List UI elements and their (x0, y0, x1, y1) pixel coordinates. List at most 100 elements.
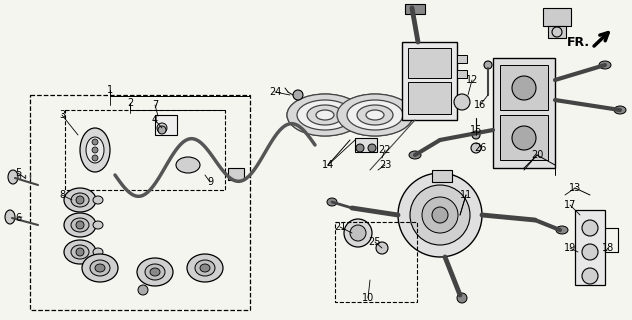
Ellipse shape (287, 94, 363, 136)
Text: 3: 3 (59, 110, 65, 120)
Ellipse shape (8, 170, 18, 184)
Ellipse shape (337, 94, 413, 136)
Text: 7: 7 (152, 100, 158, 110)
Ellipse shape (599, 61, 611, 69)
Text: 5: 5 (15, 168, 21, 178)
Text: 6: 6 (15, 213, 21, 223)
Ellipse shape (409, 151, 421, 159)
Text: 26: 26 (474, 143, 486, 153)
Bar (335, 222, 417, 302)
Ellipse shape (93, 248, 103, 256)
Ellipse shape (76, 221, 84, 229)
Ellipse shape (92, 139, 98, 145)
Text: 20: 20 (531, 150, 543, 160)
Ellipse shape (327, 198, 337, 206)
Ellipse shape (71, 193, 89, 207)
Ellipse shape (95, 264, 105, 272)
Ellipse shape (307, 105, 343, 125)
Ellipse shape (64, 240, 96, 264)
Ellipse shape (150, 268, 160, 276)
Ellipse shape (76, 248, 84, 256)
Text: 10: 10 (362, 293, 374, 303)
Text: 18: 18 (602, 243, 614, 253)
Ellipse shape (472, 131, 480, 139)
Bar (65, 110, 225, 190)
Ellipse shape (432, 207, 448, 223)
Ellipse shape (86, 137, 104, 163)
Bar (543, 8, 571, 26)
Bar (493, 58, 555, 168)
Text: 23: 23 (379, 160, 391, 170)
Text: 2: 2 (127, 98, 133, 108)
Text: 19: 19 (564, 243, 576, 253)
Ellipse shape (80, 128, 110, 172)
Ellipse shape (92, 155, 98, 161)
Text: 25: 25 (368, 237, 381, 247)
Text: 22: 22 (379, 145, 391, 155)
Ellipse shape (64, 213, 96, 237)
Ellipse shape (293, 90, 303, 100)
Ellipse shape (376, 242, 388, 254)
Ellipse shape (347, 100, 403, 130)
Ellipse shape (582, 220, 598, 236)
Ellipse shape (195, 260, 215, 276)
Ellipse shape (457, 293, 467, 303)
Ellipse shape (5, 210, 15, 224)
Text: 17: 17 (564, 200, 576, 210)
Ellipse shape (187, 254, 223, 282)
Ellipse shape (484, 61, 492, 69)
Text: 11: 11 (460, 190, 472, 200)
Bar (500, 65, 548, 110)
Ellipse shape (410, 185, 470, 245)
Bar (575, 210, 605, 285)
Ellipse shape (76, 196, 84, 204)
Text: 24: 24 (269, 87, 281, 97)
Bar (355, 138, 377, 152)
Ellipse shape (471, 143, 481, 153)
Ellipse shape (138, 285, 148, 295)
Ellipse shape (552, 27, 562, 37)
Bar (408, 82, 451, 114)
Bar (548, 26, 566, 38)
Text: 15: 15 (470, 125, 482, 135)
Text: 21: 21 (334, 222, 346, 232)
Ellipse shape (200, 264, 210, 272)
Ellipse shape (356, 144, 364, 152)
Bar (402, 42, 457, 120)
Text: 4: 4 (152, 115, 158, 125)
Text: 16: 16 (474, 100, 486, 110)
Ellipse shape (64, 188, 96, 212)
Text: 12: 12 (466, 75, 478, 85)
Text: 14: 14 (322, 160, 334, 170)
Ellipse shape (422, 197, 458, 233)
Ellipse shape (93, 196, 103, 204)
Ellipse shape (92, 147, 98, 153)
Ellipse shape (316, 110, 334, 120)
Ellipse shape (176, 157, 200, 173)
Ellipse shape (512, 126, 536, 150)
Bar (500, 115, 548, 160)
Ellipse shape (145, 264, 165, 280)
Ellipse shape (71, 245, 89, 259)
Ellipse shape (556, 226, 568, 234)
Bar (155, 115, 177, 135)
Text: 1: 1 (107, 85, 113, 95)
Ellipse shape (368, 144, 376, 152)
Text: 13: 13 (569, 183, 581, 193)
Ellipse shape (357, 105, 393, 125)
Ellipse shape (582, 244, 598, 260)
Ellipse shape (454, 94, 470, 110)
Ellipse shape (90, 260, 110, 276)
Bar (408, 48, 451, 78)
Ellipse shape (158, 126, 166, 134)
Ellipse shape (137, 258, 173, 286)
Text: FR.: FR. (567, 36, 590, 49)
Ellipse shape (93, 221, 103, 229)
Text: 9: 9 (207, 177, 213, 187)
Bar (405, 4, 425, 14)
Ellipse shape (297, 100, 353, 130)
Ellipse shape (512, 76, 536, 100)
Bar (457, 55, 467, 63)
Ellipse shape (366, 110, 384, 120)
Bar (457, 70, 467, 78)
